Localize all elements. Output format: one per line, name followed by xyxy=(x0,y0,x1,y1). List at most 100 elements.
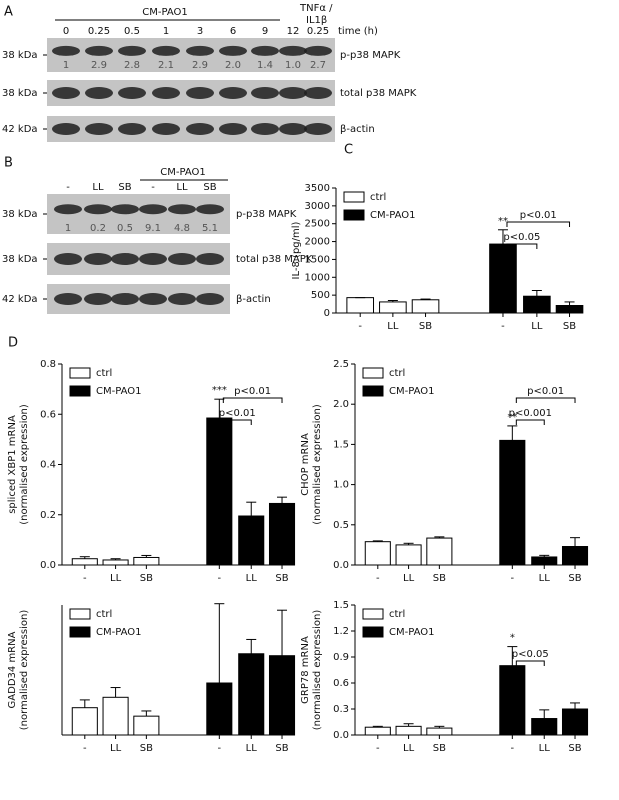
significance-stars: *** xyxy=(212,385,227,396)
x-tick-label: SB xyxy=(275,743,288,754)
blot-band xyxy=(279,87,307,99)
time-label: 6 xyxy=(230,26,236,37)
bar xyxy=(489,243,517,314)
blot-band xyxy=(54,293,82,305)
x-tick-label: SB xyxy=(563,321,576,332)
legend-swatch xyxy=(69,608,91,620)
significance-label: p<0.01 xyxy=(219,408,256,419)
blot-band xyxy=(168,253,196,265)
time-label: 0 xyxy=(63,26,69,37)
blot-band xyxy=(84,293,112,305)
time-label: 0.25 xyxy=(307,26,329,37)
bar xyxy=(531,556,558,566)
bar xyxy=(268,502,296,566)
y-tick-label: 1.5 xyxy=(333,600,349,611)
y-tick-label: 0.0 xyxy=(333,730,349,741)
bar xyxy=(561,546,589,566)
quant-label: 4.8 xyxy=(174,223,190,234)
bar xyxy=(523,295,551,314)
significance-bracket xyxy=(222,397,283,403)
blot-band xyxy=(152,123,180,135)
bar xyxy=(71,707,98,736)
legend-swatch xyxy=(362,608,384,620)
blot-band xyxy=(251,87,279,99)
legend-label: ctrl xyxy=(96,609,112,620)
legend-swatch xyxy=(343,191,365,203)
bar xyxy=(426,727,453,736)
x-tick-label: - xyxy=(501,321,505,332)
significance-label: p<0.05 xyxy=(503,232,540,243)
blot-band xyxy=(54,253,82,265)
quant-label: 2.7 xyxy=(310,60,326,71)
lane-label: SB xyxy=(118,182,131,193)
x-tick-label: SB xyxy=(433,573,446,584)
significance-label: p<0.001 xyxy=(509,408,552,419)
quant-label: 1.0 xyxy=(285,60,301,71)
bar xyxy=(499,665,526,736)
bar xyxy=(71,558,98,566)
blot-band xyxy=(186,123,214,135)
y-axis-label: CHOP mRNA xyxy=(300,433,311,496)
legend-swatch xyxy=(69,626,91,638)
blot-band xyxy=(111,204,139,215)
legend-label: ctrl xyxy=(370,192,386,203)
y-tick-label: 2500 xyxy=(305,219,330,230)
bar xyxy=(555,305,584,314)
lane-label: LL xyxy=(176,182,188,193)
blot-band xyxy=(152,87,180,99)
x-tick-label: LL xyxy=(387,321,399,332)
legend-label: ctrl xyxy=(96,368,112,379)
legend-label: ctrl xyxy=(389,609,405,620)
significance-bracket xyxy=(506,243,538,249)
legend-swatch xyxy=(362,385,384,397)
blot-band xyxy=(304,87,332,99)
time-axis-label: time (h) xyxy=(338,26,378,37)
y-tick-label: 1500 xyxy=(305,254,330,265)
quant-label: 5.1 xyxy=(202,223,218,234)
bar xyxy=(561,708,589,736)
lane-label: - xyxy=(66,182,70,193)
y-tick-label: 3500 xyxy=(305,183,330,194)
bar xyxy=(426,537,453,566)
blot-band xyxy=(84,204,112,215)
treatment-label: TNFα / xyxy=(299,3,333,14)
bar xyxy=(102,696,129,736)
x-tick-label: SB xyxy=(140,743,153,754)
quant-label: 0.2 xyxy=(90,223,106,234)
x-tick-label: - xyxy=(358,321,362,332)
significance-bracket xyxy=(506,221,571,227)
blot-band xyxy=(196,293,224,305)
time-label: 12 xyxy=(287,26,300,37)
blot-band xyxy=(54,204,82,215)
legend-swatch xyxy=(362,367,384,379)
significance-bracket xyxy=(515,397,576,403)
row-label: p-p38 MAPK xyxy=(236,209,297,220)
time-label: 3 xyxy=(197,26,203,37)
y-tick-label: 0.2 xyxy=(40,510,56,521)
x-tick-label: SB xyxy=(568,743,581,754)
y-tick-label: 3000 xyxy=(305,201,330,212)
x-tick-label: - xyxy=(218,743,222,754)
blot-band xyxy=(85,123,113,135)
y-tick-label: 500 xyxy=(311,290,330,301)
y-axis-label: GADD34 mRNA xyxy=(7,631,18,708)
blot-band xyxy=(186,45,214,56)
bar xyxy=(238,653,265,736)
panel-label: D xyxy=(8,336,18,351)
quant-label: 0.5 xyxy=(117,223,133,234)
row-label: total p38 MAPK xyxy=(340,88,417,99)
x-tick-label: LL xyxy=(403,573,415,584)
quant-label: 2.9 xyxy=(192,60,208,71)
blot-band xyxy=(139,293,167,305)
blot-band xyxy=(279,123,307,135)
panel-label: B xyxy=(4,156,13,171)
bar xyxy=(395,725,422,736)
bar xyxy=(395,544,422,566)
x-tick-label: - xyxy=(83,573,87,584)
quant-label: 9.1 xyxy=(145,223,161,234)
x-tick-label: SB xyxy=(568,573,581,584)
bar xyxy=(379,301,407,314)
lane-label: SB xyxy=(203,182,216,193)
x-tick-label: SB xyxy=(433,743,446,754)
